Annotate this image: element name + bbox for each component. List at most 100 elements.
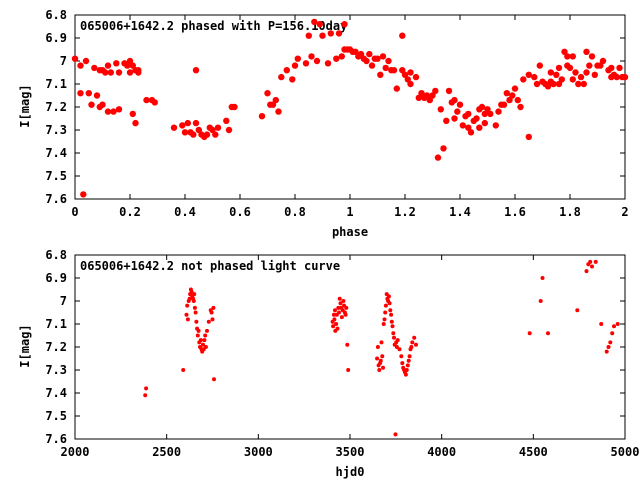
unphased-data-point bbox=[187, 296, 192, 301]
phased-data-point bbox=[588, 53, 596, 60]
unphased-data-point bbox=[206, 319, 211, 324]
phased-data-point bbox=[192, 67, 200, 74]
phased-data-point bbox=[525, 71, 532, 79]
phased-data-point bbox=[575, 80, 582, 88]
unphased-data-point bbox=[331, 312, 336, 317]
unphased-data-point bbox=[405, 363, 410, 368]
unphased-data-point bbox=[382, 317, 387, 322]
unphased-data-point bbox=[334, 322, 339, 326]
phased-xtick-label: 1.8 bbox=[559, 205, 581, 219]
phased-ytick-label: 6.9 bbox=[45, 31, 67, 45]
unphased-xtick-label: 4500 bbox=[519, 445, 548, 459]
unphased-data-point bbox=[390, 324, 395, 329]
phased-ytick-label: 7.4 bbox=[45, 146, 67, 160]
phased-data-point bbox=[459, 122, 466, 129]
unphased-data-point bbox=[201, 342, 205, 347]
phased-data-point bbox=[621, 73, 629, 81]
phased-plot-xlabel: phase bbox=[332, 225, 368, 239]
phased-data-point bbox=[407, 69, 414, 76]
unphased-data-point bbox=[344, 305, 349, 310]
phased-xtick-label: 2 bbox=[621, 205, 628, 219]
phased-data-point bbox=[484, 106, 491, 113]
unphased-ytick-label: 7.1 bbox=[45, 317, 67, 331]
phased-data-point bbox=[385, 57, 392, 65]
phased-data-point bbox=[506, 96, 513, 104]
unphased-data-point bbox=[393, 432, 398, 437]
phased-data-point bbox=[555, 80, 563, 88]
unphased-data-point bbox=[575, 308, 580, 313]
phased-data-point bbox=[500, 101, 508, 108]
phased-data-point bbox=[308, 53, 315, 60]
phased-data-point bbox=[313, 57, 321, 65]
phased-data-point bbox=[77, 90, 84, 97]
phased-data-point bbox=[179, 122, 186, 129]
phased-data-point bbox=[294, 55, 301, 62]
phased-data-point bbox=[85, 90, 93, 97]
phased-data-point bbox=[407, 80, 414, 88]
phased-plot-frame bbox=[74, 14, 626, 200]
unphased-data-point bbox=[590, 264, 594, 269]
unphased-data-point bbox=[403, 372, 408, 377]
phased-data-point bbox=[115, 69, 123, 76]
phased-xtick-label: 1.4 bbox=[449, 205, 471, 219]
unphased-data-point bbox=[395, 338, 400, 343]
phased-light-curve-panel: 065006+1642.2 phased with P=156.10day ph… bbox=[18, 8, 629, 239]
unphased-data-point bbox=[383, 303, 388, 308]
phased-data-point bbox=[126, 57, 134, 65]
phased-data-point bbox=[110, 108, 117, 115]
phased-data-point bbox=[580, 80, 587, 88]
unphased-data-point bbox=[527, 331, 532, 336]
phased-data-point bbox=[190, 131, 197, 138]
unphased-data-point bbox=[211, 305, 216, 310]
unphased-data-point bbox=[144, 386, 149, 391]
phased-data-point bbox=[170, 124, 178, 131]
phased-data-point bbox=[379, 53, 387, 60]
phased-data-point bbox=[99, 101, 106, 108]
phased-data-point bbox=[566, 64, 574, 72]
phased-plot-title: 065006+1642.2 phased with P=156.10day bbox=[80, 19, 347, 33]
phased-data-point bbox=[126, 69, 134, 76]
phased-data-point bbox=[231, 103, 238, 111]
phased-data-point bbox=[104, 62, 112, 69]
phased-data-point bbox=[302, 60, 310, 67]
unphased-data-point bbox=[193, 310, 198, 315]
phased-data-point bbox=[393, 85, 400, 92]
phased-data-point bbox=[423, 92, 431, 99]
phased-data-point bbox=[335, 30, 343, 37]
phased-ytick-label: 7.3 bbox=[45, 123, 67, 137]
unphased-data-point bbox=[184, 312, 189, 317]
unphased-data-point bbox=[588, 259, 593, 264]
phased-data-point bbox=[305, 32, 312, 39]
unphased-data-point bbox=[392, 335, 396, 340]
unphased-data-point bbox=[407, 354, 412, 359]
phased-xtick-label: 1.6 bbox=[504, 205, 526, 219]
phased-data-point bbox=[613, 73, 620, 81]
phased-data-point bbox=[478, 103, 486, 111]
unphased-xtick-label: 3000 bbox=[244, 445, 273, 459]
unphased-data-point bbox=[546, 331, 550, 336]
unphased-data-point bbox=[189, 289, 194, 294]
unphased-data-point bbox=[210, 317, 215, 322]
unphased-data-point bbox=[346, 368, 351, 372]
phased-data-point bbox=[102, 69, 109, 76]
unphased-data-point bbox=[205, 328, 209, 333]
phased-data-point bbox=[465, 110, 472, 118]
phased-data-point bbox=[374, 55, 381, 62]
unphased-xtick-label: 3500 bbox=[336, 445, 365, 459]
unphased-data-point bbox=[606, 345, 611, 349]
unphased-data-point bbox=[381, 365, 385, 370]
phased-data-point bbox=[269, 101, 277, 108]
unphased-data-point bbox=[379, 340, 384, 345]
unphased-data-point bbox=[394, 345, 399, 349]
unphased-data-point bbox=[341, 299, 346, 303]
unphased-data-point bbox=[391, 331, 396, 336]
phased-data-point bbox=[487, 110, 494, 118]
unphased-data-point bbox=[203, 345, 208, 349]
phased-data-point bbox=[390, 67, 398, 74]
phased-plot-ylabel: I[mag] bbox=[18, 84, 32, 127]
unphased-data-point bbox=[615, 322, 620, 326]
phased-data-point bbox=[434, 154, 442, 161]
phased-data-point bbox=[561, 48, 568, 55]
phased-data-point bbox=[451, 115, 458, 122]
phased-ytick-label: 7.1 bbox=[45, 77, 67, 91]
